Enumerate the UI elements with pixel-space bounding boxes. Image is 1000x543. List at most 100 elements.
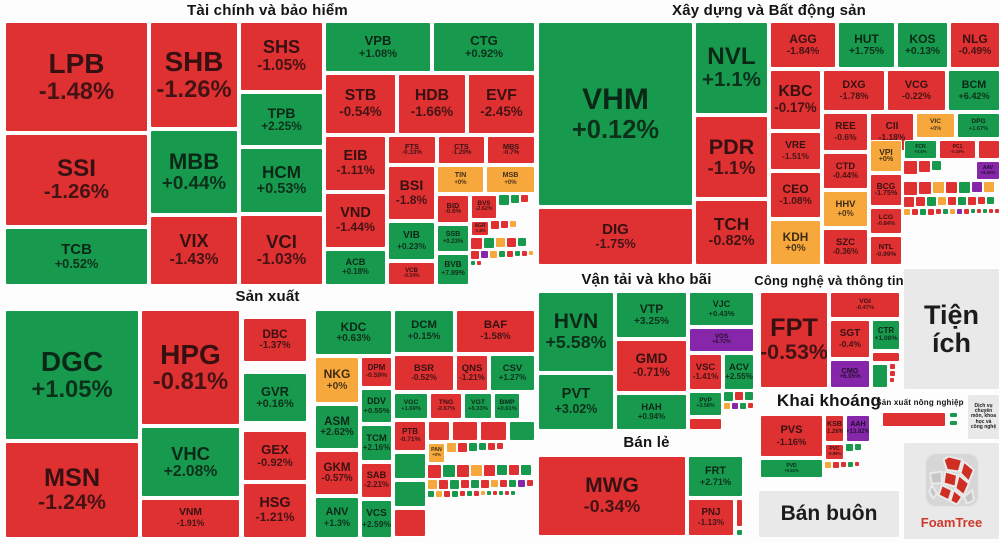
mini-tile[interactable] bbox=[855, 444, 861, 450]
mini-tile[interactable] bbox=[936, 209, 941, 214]
mini-tile[interactable] bbox=[946, 182, 957, 193]
tile-KDC[interactable]: KDC +0.63% bbox=[315, 310, 392, 355]
tile-unlabeled[interactable] bbox=[452, 421, 478, 441]
tile-MBB[interactable]: MBB +0.44% bbox=[150, 130, 238, 214]
mini-tile[interactable] bbox=[481, 480, 489, 488]
tile-GVR[interactable]: GVR +0.16% bbox=[243, 373, 307, 422]
mini-tile[interactable] bbox=[507, 251, 513, 257]
tile-STB[interactable]: STB -0.54% bbox=[325, 74, 396, 134]
mini-tile[interactable] bbox=[428, 465, 441, 478]
tile-VCI[interactable]: VCI -1.03% bbox=[240, 215, 323, 285]
mini-tile[interactable] bbox=[436, 491, 442, 497]
mini-tile[interactable] bbox=[484, 465, 495, 476]
mini-tile[interactable] bbox=[972, 182, 982, 192]
tile-VCS[interactable]: VCS +2.59% bbox=[361, 500, 392, 538]
tile-CTR[interactable]: CTR +1.08% bbox=[872, 320, 900, 350]
mini-tile[interactable] bbox=[527, 480, 533, 486]
mini-tile[interactable] bbox=[927, 197, 936, 206]
tile-unlabeled[interactable] bbox=[736, 529, 743, 536]
mini-tile[interactable] bbox=[509, 465, 519, 475]
tile-CMG[interactable]: CMG +6.95% bbox=[830, 360, 870, 388]
mini-tile[interactable] bbox=[471, 251, 479, 259]
tile-CTG[interactable]: CTG +0.92% bbox=[433, 22, 535, 72]
tile-VGI[interactable]: VGI -0.47% bbox=[830, 292, 900, 318]
tile-KDH[interactable]: KDH +0% bbox=[770, 220, 821, 265]
tile-DPM[interactable]: DPM -0.59% bbox=[361, 357, 392, 387]
mini-tile[interactable] bbox=[904, 182, 917, 195]
tile-VND[interactable]: VND -1.44% bbox=[325, 193, 386, 248]
mini-tile[interactable] bbox=[491, 221, 499, 229]
mini-tile[interactable] bbox=[521, 465, 531, 475]
mini-tile[interactable] bbox=[968, 197, 976, 205]
mini-tile[interactable] bbox=[460, 491, 465, 496]
mini-tile[interactable] bbox=[507, 238, 516, 247]
tile-MSN[interactable]: MSN -1.24% bbox=[5, 442, 139, 538]
tile-unlabeled[interactable] bbox=[428, 421, 450, 441]
mini-tile[interactable] bbox=[959, 182, 970, 193]
tile-VOS[interactable]: VOS +6.72% bbox=[689, 328, 754, 352]
tile-unlabeled[interactable] bbox=[978, 140, 1000, 159]
mini-tile[interactable] bbox=[964, 209, 969, 214]
mini-tile[interactable] bbox=[496, 238, 505, 247]
tile-BMP[interactable]: BMP +0.61% bbox=[494, 393, 520, 419]
mini-tile[interactable] bbox=[957, 209, 962, 214]
tile-VRE[interactable]: VRE -1.51% bbox=[770, 132, 821, 170]
info-tile-tien-ich[interactable]: Tiện ích bbox=[903, 268, 1000, 390]
mini-tile[interactable] bbox=[439, 480, 448, 489]
mini-tile[interactable] bbox=[443, 465, 455, 477]
mini-tile[interactable] bbox=[920, 209, 926, 215]
mini-tile[interactable] bbox=[855, 462, 859, 466]
mini-tile[interactable] bbox=[904, 161, 917, 174]
mini-tile[interactable] bbox=[452, 491, 458, 497]
tile-GEX[interactable]: GEX -0.92% bbox=[243, 431, 307, 481]
tile-TCM[interactable]: TCM +2.16% bbox=[361, 425, 392, 461]
mini-tile[interactable] bbox=[471, 261, 475, 265]
mini-tile[interactable] bbox=[932, 161, 941, 170]
tile-unlabeled[interactable] bbox=[689, 418, 722, 430]
tile-DGC[interactable]: DGC +1.05% bbox=[5, 310, 139, 440]
tile-KBC[interactable]: KBC -0.17% bbox=[770, 70, 821, 130]
mini-tile[interactable] bbox=[938, 197, 946, 205]
mini-tile[interactable] bbox=[491, 480, 498, 487]
tile-BVB[interactable]: BVB +7.89% bbox=[437, 254, 469, 285]
tile-LPB[interactable]: LPB -1.48% bbox=[5, 22, 148, 132]
mini-tile[interactable] bbox=[987, 197, 994, 204]
mini-tile[interactable] bbox=[471, 238, 482, 249]
tile-REE[interactable]: REE -0.6% bbox=[823, 113, 868, 151]
mini-tile[interactable] bbox=[890, 371, 895, 376]
mini-tile[interactable] bbox=[978, 197, 985, 204]
tile-ANV[interactable]: ANV +1.3% bbox=[315, 497, 359, 538]
mini-tile[interactable] bbox=[740, 403, 746, 409]
mini-tile[interactable] bbox=[943, 209, 948, 214]
tile-VHC[interactable]: VHC +2.08% bbox=[141, 427, 240, 497]
tile-LCG[interactable]: LCG -0.84% bbox=[870, 208, 902, 234]
tile-unlabeled[interactable] bbox=[949, 420, 958, 426]
tile-PVC[interactable]: PVC -0.88% bbox=[825, 444, 844, 460]
tile-AAV[interactable]: AAV +6.69% bbox=[976, 161, 1000, 180]
mini-tile[interactable] bbox=[477, 261, 481, 265]
tile-MSB[interactable]: MSB +0% bbox=[486, 166, 535, 193]
tile-unlabeled[interactable] bbox=[394, 481, 426, 507]
mini-tile[interactable] bbox=[471, 480, 479, 488]
tile-CTD[interactable]: CTD -0.44% bbox=[823, 153, 868, 189]
tile-MWG[interactable]: MWG -0.34% bbox=[538, 456, 686, 536]
tile-KOS[interactable]: KOS +0.13% bbox=[897, 22, 948, 68]
mini-tile[interactable] bbox=[904, 197, 914, 207]
mini-tile[interactable] bbox=[497, 465, 507, 475]
mini-tile[interactable] bbox=[481, 491, 485, 495]
mini-tile[interactable] bbox=[724, 392, 733, 401]
mini-tile[interactable] bbox=[724, 403, 730, 409]
mini-tile[interactable] bbox=[933, 182, 944, 193]
tile-BCM[interactable]: BCM +6.42% bbox=[948, 70, 1000, 111]
mini-tile[interactable] bbox=[916, 197, 925, 206]
mini-tile[interactable] bbox=[457, 465, 469, 477]
tile-AAH[interactable]: AAH +13.82% bbox=[846, 415, 870, 442]
mini-tile[interactable] bbox=[518, 480, 525, 487]
tile-unlabeled[interactable] bbox=[872, 352, 900, 362]
tile-unlabeled[interactable] bbox=[872, 364, 888, 388]
tile-VGC[interactable]: VGC +1.69% bbox=[394, 393, 428, 419]
tile-BID[interactable]: BID -0.6% bbox=[437, 195, 469, 223]
mini-tile[interactable] bbox=[471, 465, 482, 476]
mini-tile[interactable] bbox=[497, 443, 503, 449]
tile-DPG[interactable]: DPG +1.67% bbox=[957, 113, 1000, 138]
